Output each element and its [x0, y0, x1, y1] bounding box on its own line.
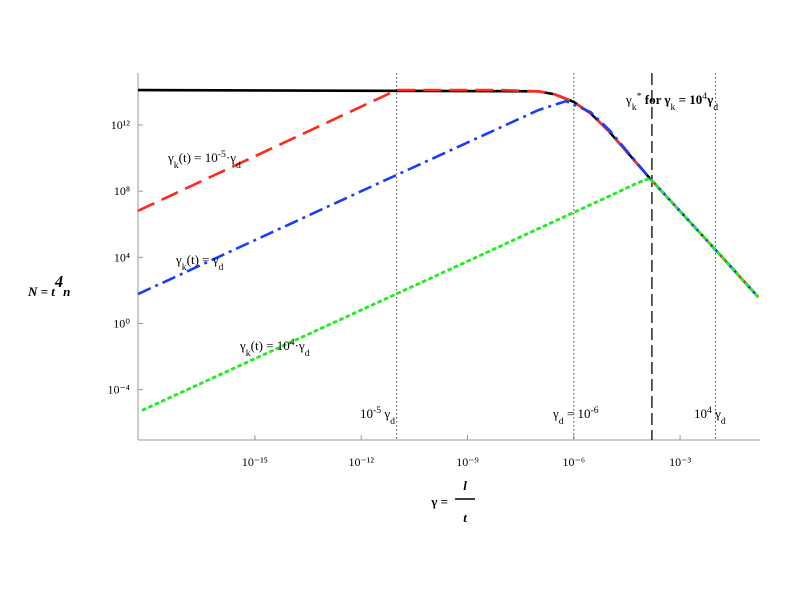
text-part: ·γ [226, 150, 236, 165]
y-tick-label: 10⁰ [113, 316, 130, 330]
text-part: (t) = 10 [179, 150, 218, 165]
text-part: 4 [702, 91, 707, 102]
x-tick-label: 10⁻¹² [348, 455, 374, 469]
series-line [137, 99, 760, 298]
x-tick-label: 10⁻³ [669, 455, 691, 469]
y-axis-label: N = t4n [27, 272, 70, 300]
text-part: 10 [694, 406, 707, 421]
text-part: d [218, 262, 223, 273]
text-part: d [721, 416, 726, 427]
text-part: n [63, 284, 70, 299]
y-tick-label: 10¹² [111, 118, 131, 132]
y-tick-label: 10⁴ [114, 250, 130, 264]
y-tick-label: 10⁸ [114, 184, 130, 198]
text-part: 4 [290, 337, 295, 348]
x-axis-label: γ = [430, 494, 448, 509]
text-part: -5 [218, 149, 226, 160]
text-part: ·γ [295, 338, 305, 353]
text-part: 4 [54, 272, 63, 291]
text-part: γ [552, 406, 559, 421]
annotation: γd = 10-6 [552, 405, 599, 427]
x-tick-label: 10⁻¹⁵ [242, 455, 268, 469]
annotation: 104 γd [694, 405, 726, 427]
text-part: = 10 [675, 92, 702, 107]
text-part: γ [175, 252, 182, 267]
text-part: d [390, 416, 395, 427]
text-part: γ [712, 406, 721, 421]
text-part: * [637, 91, 642, 102]
text-part: = 10 [564, 406, 591, 421]
annotation: γk(t) = 104·γd [239, 337, 310, 359]
text-part: 10 [360, 406, 373, 421]
series-line [137, 88, 760, 298]
text-part: d [559, 416, 564, 427]
annotation: γk* for γk = 104γd [625, 91, 718, 113]
text-part: k [670, 102, 675, 113]
text-part: -6 [590, 405, 598, 416]
text-part: d [713, 102, 718, 113]
annotation: 10-5 γd [360, 405, 395, 427]
text-part: d [305, 348, 310, 359]
x-tick-label: 10⁻⁹ [456, 455, 479, 469]
text-part: γ [239, 338, 246, 353]
text-part: (t) = γ [187, 252, 219, 267]
annotation: γk(t) = 10-5·γd [167, 149, 241, 171]
text-part: k [632, 102, 637, 113]
text-part: (t) = 10 [251, 338, 290, 353]
text-part: k [246, 348, 251, 359]
text-part: -5 [373, 405, 381, 416]
text-part: for γ [642, 92, 671, 107]
text-part: 4 [707, 405, 712, 416]
text-part: k [182, 262, 187, 273]
x-axis-label-denominator: t [463, 510, 467, 525]
series-line [141, 176, 760, 412]
text-part: γ [167, 150, 174, 165]
text-part: k [174, 160, 179, 171]
text-part: γ [625, 92, 632, 107]
annotation: γk(t) = γd [175, 252, 223, 273]
y-tick-label: 10⁻⁴ [107, 383, 130, 397]
text-part: γ [381, 406, 390, 421]
text-part: N = t [27, 284, 55, 299]
x-tick-label: 10⁻⁶ [563, 455, 586, 469]
x-axis-label-numerator: l [463, 478, 467, 493]
text-part: γ [706, 92, 713, 107]
text-part: d [236, 160, 241, 171]
